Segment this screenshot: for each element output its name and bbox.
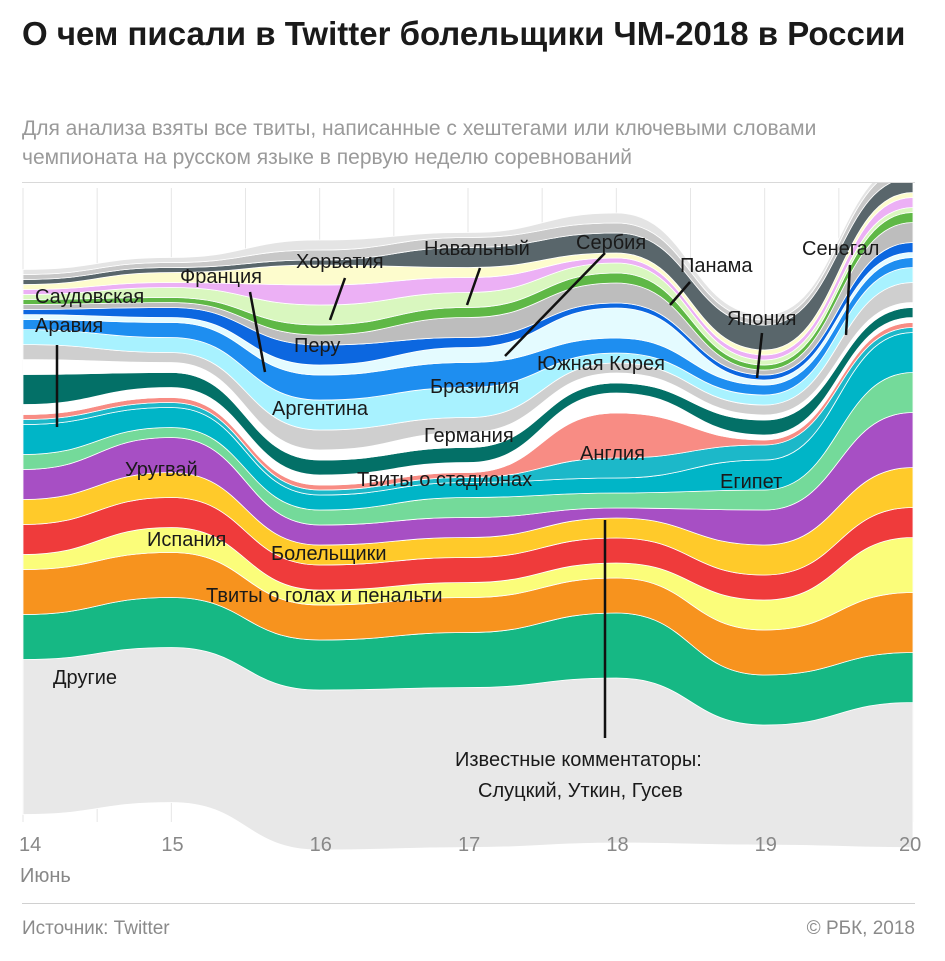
chart-title: О чем писали в Twitter болельщики ЧМ-201…: [22, 15, 906, 52]
label-senegal: Сенегал: [802, 238, 879, 260]
label-france: Франция: [180, 266, 262, 288]
label-brazil: Бразилия: [430, 376, 519, 398]
x-tick-label: 15: [161, 834, 183, 856]
x-tick-label: 14: [19, 834, 41, 856]
leader-serbia: [504, 252, 606, 357]
label-serbia: Сербия: [576, 232, 646, 254]
label-england: Англия: [580, 443, 645, 465]
label-argentina: Аргентина: [272, 398, 369, 420]
source-note: Источник: Twitter: [22, 918, 170, 939]
leader-navalny: [465, 267, 482, 306]
annotation-line-1: Известные комментаторы:: [455, 749, 702, 771]
top-divider: [22, 182, 915, 183]
label-goals: Твиты о голах и пенальти: [206, 585, 443, 607]
label-stadiums: Твиты о стадионах: [357, 469, 532, 491]
label-peru: Перу: [294, 335, 340, 357]
leader-france: [248, 291, 267, 373]
footer-divider: [22, 903, 915, 904]
label-korea: Южная Корея: [537, 353, 665, 375]
label-fans: Болельщики: [271, 543, 387, 565]
streamgraph-chart: 14 15 16 17 18 19 20 Саудовская Аравия Франция…: [19, 183, 921, 887]
label-japan: Япония: [727, 308, 796, 330]
copyright-note: © РБК, 2018: [806, 918, 915, 939]
x-tick-label: 17: [458, 834, 480, 856]
leader-panama: [669, 281, 691, 306]
stream-layer-26: [22, 183, 878, 321]
series-labels: Саудовская Аравия Франция Хорватия Навал…: [35, 232, 879, 802]
label-croatia: Хорватия: [296, 251, 384, 273]
label-saudi-1: Саудовская: [35, 286, 144, 308]
leader-senegal: [844, 264, 852, 336]
label-uruguay: Уругвай: [125, 459, 198, 481]
x-tick-label: 20: [899, 834, 921, 856]
x-tick-label: 18: [606, 834, 628, 856]
label-navalny: Навальный: [424, 238, 530, 260]
leader-japan: [755, 332, 764, 379]
stream-layers: [22, 183, 914, 851]
leader-croatia: [328, 277, 347, 321]
chart-subtitle: Для анализа взяты все твиты, написанные …: [22, 117, 817, 169]
label-spain: Испания: [147, 529, 226, 551]
label-panama: Панама: [680, 255, 753, 277]
leader-lines: [55, 252, 852, 738]
label-egypt: Египет: [720, 471, 782, 493]
x-axis-unit-label: Июнь: [20, 865, 71, 887]
x-tick-label: 16: [310, 834, 332, 856]
label-germany: Германия: [424, 425, 514, 447]
x-axis-ticks: 14 15 16 17 18 19 20: [19, 834, 921, 856]
annotation-line-2: Слуцкий, Уткин, Гусев: [478, 780, 683, 802]
label-others: Другие: [53, 667, 117, 689]
x-tick-label: 19: [755, 834, 777, 856]
label-saudi-2: Аравия: [35, 315, 103, 337]
